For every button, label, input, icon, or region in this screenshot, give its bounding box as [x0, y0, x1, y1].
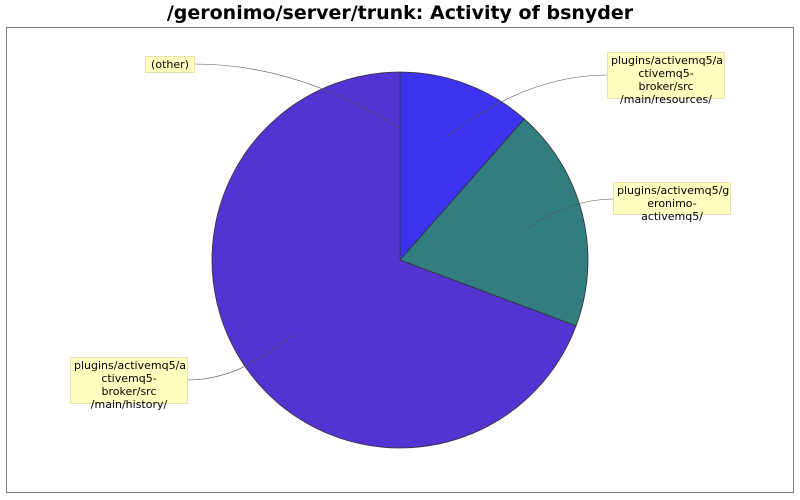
slice-label-line: plugins/activemq5/g — [617, 184, 730, 197]
slice-label-line: (other) — [151, 58, 189, 71]
slice-label-line: /main/resources/ — [620, 93, 712, 106]
slice-label-line: /main/history/ — [90, 398, 168, 411]
slice-label-line: plugins/activemq5/a — [74, 359, 187, 372]
slice-label-line: ctivemq5-broker/src — [101, 372, 157, 398]
slice-label-history: plugins/activemq5/a ctivemq5-broker/src/m… — [70, 357, 188, 411]
slice-label-line: ctivemq5-broker/src — [638, 67, 694, 93]
connector-other — [194, 63, 401, 129]
slice-label-line: eronimo-activemq5/ — [641, 197, 703, 223]
pie-slice-history — [211, 71, 577, 449]
pie-slice-geronimo-activemq5 — [399, 118, 589, 327]
slice-label-other: (other) — [145, 56, 195, 73]
chart-title: /geronimo/server/trunk: Activity of bsny… — [166, 2, 634, 24]
plot-frame — [6, 27, 794, 493]
connector-history — [187, 334, 293, 381]
connector-geronimo-activemq5 — [527, 198, 614, 229]
connector-resources — [446, 74, 608, 138]
slice-label-line: plugins/activemq5/a — [611, 54, 724, 67]
slice-label-resources: plugins/activemq5/a ctivemq5-broker/src/m… — [607, 52, 725, 106]
slice-label-geronimo-activemq5: plugins/activemq5/g eronimo-activemq5/ — [613, 182, 731, 223]
pie-slice-resources — [399, 71, 525, 262]
